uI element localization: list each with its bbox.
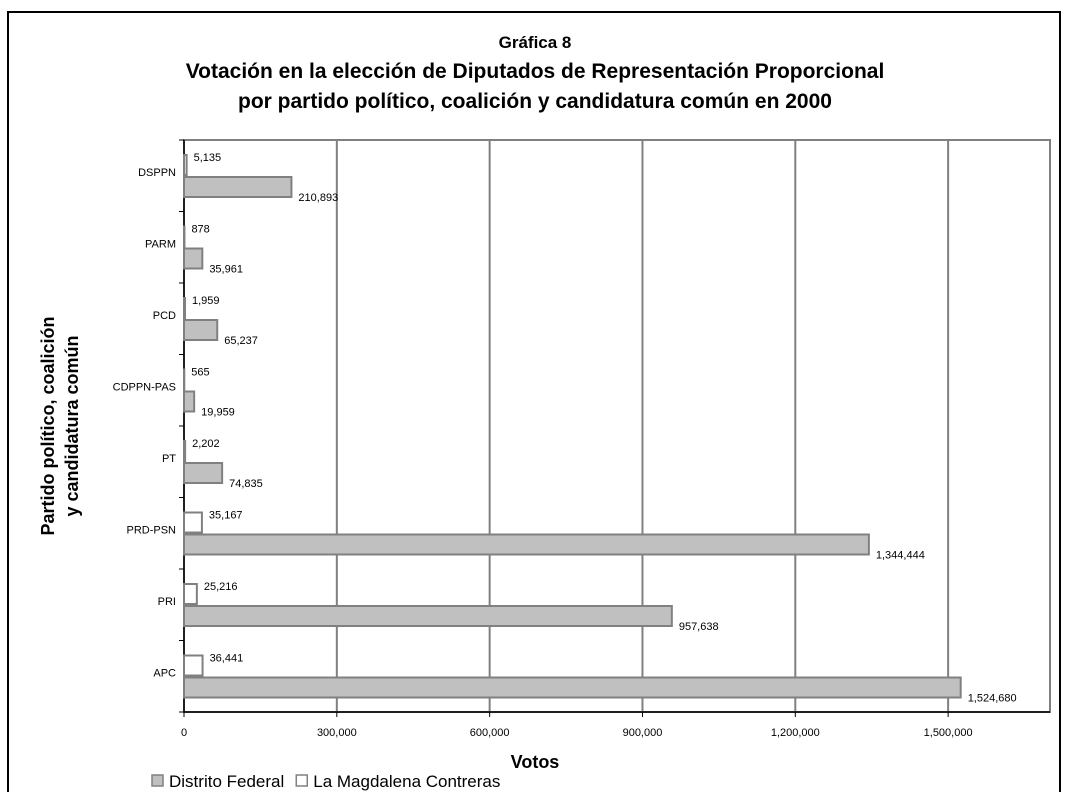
bar [183,154,188,176]
data-label: 210,893 [298,192,338,204]
chart-title: por partido político, coalición y candid… [238,90,832,113]
y-tick-label: PARM [145,239,176,251]
bar [183,676,962,699]
data-label: 25,216 [204,581,238,593]
bar [183,605,673,627]
data-label: 1,524,680 [968,693,1017,705]
x-tick-label: 300,000 [317,727,357,739]
bar [183,462,224,484]
bar [183,247,204,270]
bar [183,440,187,462]
y-axis-label: y candidatura común [62,335,82,516]
data-label: 1,344,444 [876,550,925,562]
y-axis-label: Partido político, coalición [38,316,58,535]
y-tick-label: CDPPN-PAS [113,382,176,394]
data-label: 957,638 [679,621,719,633]
legend-swatch [295,774,309,787]
legend-swatch [151,774,164,787]
bar [183,533,870,556]
legend-label: La Magdalena Contreras [313,772,500,791]
x-axis-label: Votos [511,752,560,772]
x-tick-label: 0 [181,727,187,739]
legend-label: Distrito Federal [169,772,284,791]
bar [183,511,203,534]
bar [183,654,204,677]
x-tick-label: 900,000 [623,727,663,739]
data-label: 35,167 [209,510,243,522]
y-tick-label: PRD-PSN [126,525,176,537]
chart-title: Gráfica 8 [499,33,572,52]
data-label: 19,959 [201,407,235,419]
data-label: 1,959 [192,295,220,307]
bar [183,176,293,198]
data-label: 2,202 [192,438,220,450]
chart-title: Votación en la elección de Diputados de … [186,60,885,83]
y-tick-label: PRI [158,596,176,608]
data-label: 878 [191,224,209,236]
data-label: 5,135 [194,152,222,164]
data-label: 65,237 [224,335,258,347]
y-tick-label: PCD [153,310,176,322]
bar [183,319,219,341]
bar [183,297,186,319]
data-label: 565 [191,367,209,379]
bar [183,583,198,605]
x-tick-label: 600,000 [470,727,510,739]
bar [183,390,196,413]
y-tick-label: APC [153,668,176,680]
data-label: 74,835 [229,478,263,490]
x-tick-label: 1,500,000 [924,727,973,739]
data-label: 35,961 [209,264,243,276]
data-label: 36,441 [210,653,244,665]
y-tick-label: PT [162,453,176,465]
x-tick-label: 1,200,000 [771,727,820,739]
y-tick-label: DSPPN [138,167,176,179]
